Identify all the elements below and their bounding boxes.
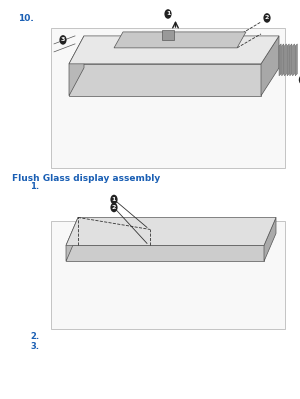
Circle shape (110, 203, 118, 212)
Polygon shape (114, 32, 246, 48)
Text: 2: 2 (112, 205, 116, 210)
Text: 10.: 10. (18, 14, 34, 23)
Text: 1: 1 (112, 197, 116, 202)
Polygon shape (290, 44, 292, 76)
Text: 1: 1 (166, 12, 170, 16)
Polygon shape (261, 36, 279, 96)
Text: 3: 3 (61, 38, 65, 42)
Polygon shape (284, 44, 286, 76)
Text: 2.: 2. (30, 332, 39, 342)
Polygon shape (292, 44, 295, 76)
Circle shape (263, 13, 271, 23)
Text: 3.: 3. (30, 342, 39, 351)
FancyBboxPatch shape (51, 28, 285, 168)
Polygon shape (279, 44, 281, 76)
Polygon shape (69, 36, 84, 96)
Polygon shape (264, 217, 276, 261)
Polygon shape (69, 36, 279, 64)
Polygon shape (287, 44, 289, 76)
Polygon shape (69, 64, 261, 96)
Text: 2: 2 (265, 16, 269, 20)
Polygon shape (66, 217, 78, 261)
Polygon shape (282, 44, 284, 76)
Polygon shape (66, 217, 276, 245)
Circle shape (164, 9, 172, 19)
FancyBboxPatch shape (162, 30, 174, 40)
Text: Flush Glass display assembly: Flush Glass display assembly (12, 174, 160, 183)
Circle shape (59, 35, 67, 45)
FancyBboxPatch shape (51, 221, 285, 329)
Polygon shape (66, 245, 264, 261)
Circle shape (110, 195, 118, 204)
Text: 1.: 1. (30, 182, 39, 192)
Polygon shape (295, 44, 297, 76)
Circle shape (299, 75, 300, 85)
